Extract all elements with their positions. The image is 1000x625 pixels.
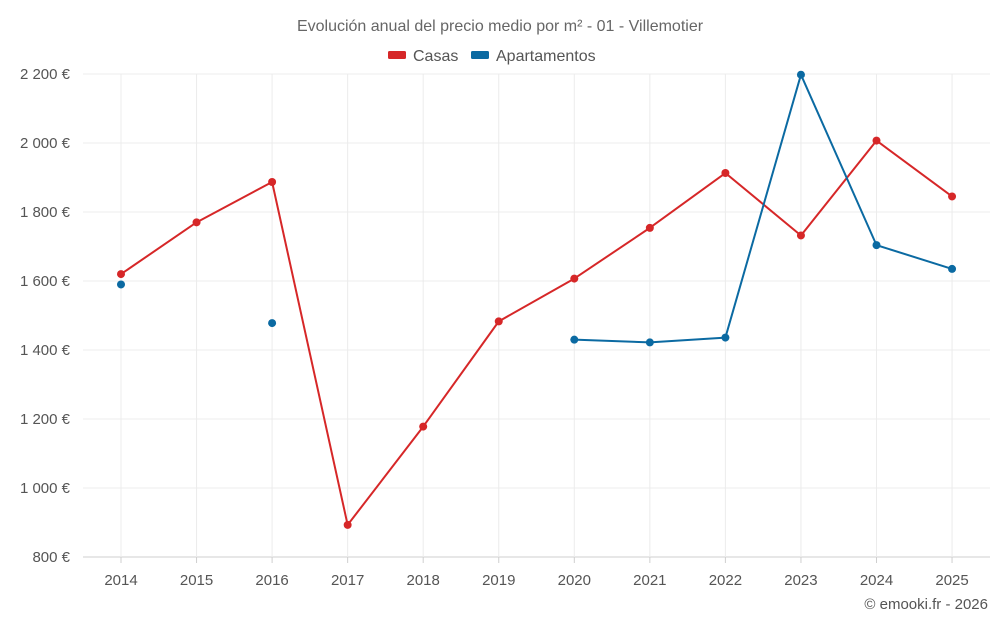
series-apartamentos (117, 70, 957, 347)
x-tick-label: 2022 (709, 572, 742, 589)
x-tick-label: 2016 (255, 572, 288, 589)
data-point (948, 264, 957, 273)
x-tick-label: 2017 (331, 572, 364, 589)
data-point (721, 333, 730, 342)
data-point (117, 280, 125, 289)
y-tick-label: 1 400 € (20, 342, 71, 359)
data-point (192, 218, 201, 227)
x-tick-label: 2023 (784, 572, 817, 589)
y-tick-label: 1 000 € (20, 480, 71, 497)
series-casas (117, 136, 957, 529)
grid (83, 73, 990, 563)
data-point (570, 274, 579, 283)
data-point (872, 136, 881, 145)
series-line (574, 73, 953, 344)
data-point (796, 231, 805, 240)
series-layer (117, 70, 957, 529)
series-line (120, 139, 953, 526)
data-point (872, 241, 881, 250)
x-tick-label: 2024 (860, 572, 893, 589)
data-point (117, 270, 125, 279)
y-axis: 800 € 1 000 € 1 200 € 1 400 € 1 600 € 1 800 €… (20, 66, 71, 566)
y-tick-label: 1 800 € (20, 204, 71, 221)
data-point (268, 319, 277, 328)
data-point (268, 177, 277, 186)
x-tick-label: 2021 (633, 572, 666, 589)
data-point (494, 317, 503, 326)
legend-label: Casas (413, 48, 458, 65)
x-tick-label: 2025 (935, 572, 968, 589)
chart-title: Evolución anual del precio medio por m² … (297, 18, 704, 35)
y-tick-label: 1 200 € (20, 411, 71, 428)
x-tick-label: 2015 (180, 572, 213, 589)
legend-swatch (471, 51, 489, 59)
y-tick-label: 1 600 € (20, 273, 71, 290)
data-point (343, 520, 352, 529)
y-tick-label: 2 200 € (20, 66, 71, 83)
data-point (796, 70, 805, 79)
x-tick-label: 2019 (482, 572, 515, 589)
data-point (721, 169, 730, 178)
x-tick-label: 2018 (407, 572, 440, 589)
data-point (645, 223, 654, 232)
data-point (948, 192, 957, 201)
legend: Casas Apartamentos (388, 48, 596, 65)
x-axis: 2014 2015 2016 2017 2018 2019 2020 2021 2022 2023… (104, 572, 968, 589)
x-tick-label: 2020 (558, 572, 591, 589)
data-point (419, 422, 428, 431)
legend-swatch (388, 51, 406, 59)
legend-label: Apartamentos (496, 48, 596, 65)
data-point (645, 338, 654, 347)
credit: © emooki.fr - 2026 (864, 596, 988, 613)
y-tick-label: 2 000 € (20, 135, 71, 152)
x-tick-label: 2014 (104, 572, 137, 589)
data-point (570, 335, 579, 344)
y-tick-label: 800 € (32, 549, 70, 566)
